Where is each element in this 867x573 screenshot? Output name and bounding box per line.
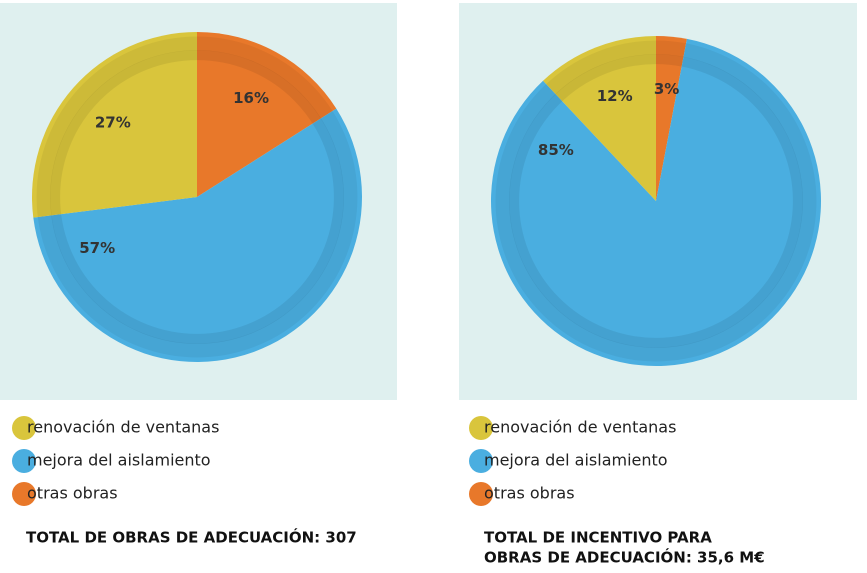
pie-slice bbox=[656, 36, 687, 201]
pie-slice bbox=[33, 108, 362, 362]
pie-slice bbox=[32, 32, 198, 218]
total-note: OBRAS DE ADECUACIÓN: 35,6 M€ bbox=[484, 548, 765, 567]
data-label: 16% bbox=[233, 89, 269, 107]
legend-swatch bbox=[469, 449, 493, 473]
legend-label: otras obras bbox=[27, 484, 118, 503]
data-label: 12% bbox=[597, 87, 633, 105]
data-label: 85% bbox=[538, 141, 574, 159]
legend-label: mejora del aislamiento bbox=[27, 451, 211, 470]
total-note: TOTAL DE OBRAS DE ADECUACIÓN: 307 bbox=[26, 528, 357, 547]
pie-rim-outer bbox=[495, 40, 817, 362]
legend-swatch bbox=[469, 416, 493, 440]
legend-label: renovación de ventanas bbox=[484, 418, 676, 437]
legend-swatch bbox=[12, 449, 36, 473]
pie-slice bbox=[543, 36, 656, 201]
total-note: TOTAL DE INCENTIVO PARA bbox=[484, 529, 712, 547]
legend-swatch bbox=[469, 482, 493, 506]
pie-rim bbox=[50, 50, 344, 344]
legend-swatch bbox=[12, 482, 36, 506]
legend-swatch bbox=[12, 416, 36, 440]
pie-rim bbox=[509, 54, 803, 348]
data-label: 27% bbox=[95, 113, 131, 131]
pie-slice bbox=[491, 38, 822, 366]
pie-rim-outer bbox=[36, 36, 358, 358]
legend-label: renovación de ventanas bbox=[27, 418, 219, 437]
data-label: 3% bbox=[654, 80, 679, 98]
legend-label: otras obras bbox=[484, 484, 575, 503]
pie-slice bbox=[197, 32, 337, 197]
legend-label: mejora del aislamiento bbox=[484, 451, 668, 470]
data-label: 57% bbox=[79, 239, 115, 257]
